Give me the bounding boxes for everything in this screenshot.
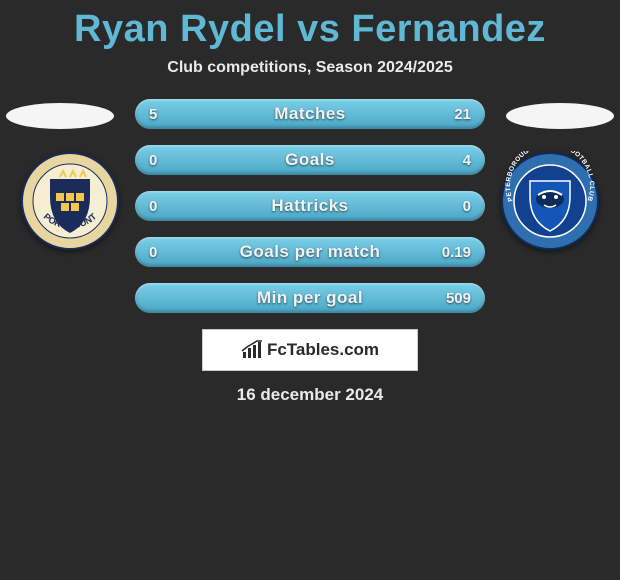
stat-right-value: 0.19 bbox=[442, 244, 471, 261]
stat-row: 0 Goals per match 0.19 bbox=[135, 237, 485, 267]
stat-right-value: 4 bbox=[463, 152, 471, 169]
stat-row: Min per goal 509 bbox=[135, 283, 485, 313]
stat-row: 0 Hattricks 0 bbox=[135, 191, 485, 221]
subtitle: Club competitions, Season 2024/2025 bbox=[0, 59, 620, 77]
stat-left-value: 5 bbox=[149, 106, 157, 123]
stat-label: Hattricks bbox=[271, 196, 348, 216]
stat-left-value: 0 bbox=[149, 244, 157, 261]
stat-right-value: 0 bbox=[463, 198, 471, 215]
stat-label: Matches bbox=[274, 104, 346, 124]
stat-right-value: 509 bbox=[446, 290, 471, 307]
main-area: PORT COUNT PETERBOROUGH UNITED FOOTBALL … bbox=[0, 99, 620, 313]
player-left-ellipse bbox=[6, 103, 114, 129]
club-badge-right: PETERBOROUGH UNITED FOOTBALL CLUB bbox=[500, 151, 600, 251]
comparison-card: Ryan Rydel vs Fernandez Club competition… bbox=[0, 0, 620, 405]
stat-row: 0 Goals 4 bbox=[135, 145, 485, 175]
stat-bars: 5 Matches 21 0 Goals 4 0 Hattricks 0 0 G… bbox=[135, 99, 485, 313]
chart-icon bbox=[241, 340, 263, 360]
stat-left-value: 0 bbox=[149, 152, 157, 169]
date-line: 16 december 2024 bbox=[0, 385, 620, 405]
stat-label: Goals per match bbox=[240, 242, 381, 262]
stat-label: Goals bbox=[285, 150, 335, 170]
peterborough-badge-icon: PETERBOROUGH UNITED FOOTBALL CLUB bbox=[500, 151, 600, 251]
fctables-label: FcTables.com bbox=[267, 340, 379, 360]
page-title: Ryan Rydel vs Fernandez bbox=[0, 8, 620, 51]
player-right-ellipse bbox=[506, 103, 614, 129]
stat-row: 5 Matches 21 bbox=[135, 99, 485, 129]
stat-right-value: 21 bbox=[454, 106, 471, 123]
stat-label: Min per goal bbox=[257, 288, 363, 308]
club-badge-left: PORT COUNT bbox=[20, 151, 120, 251]
stockport-badge-icon: PORT COUNT bbox=[20, 151, 120, 251]
stat-left-value: 0 bbox=[149, 198, 157, 215]
fctables-attribution: FcTables.com bbox=[202, 329, 418, 371]
